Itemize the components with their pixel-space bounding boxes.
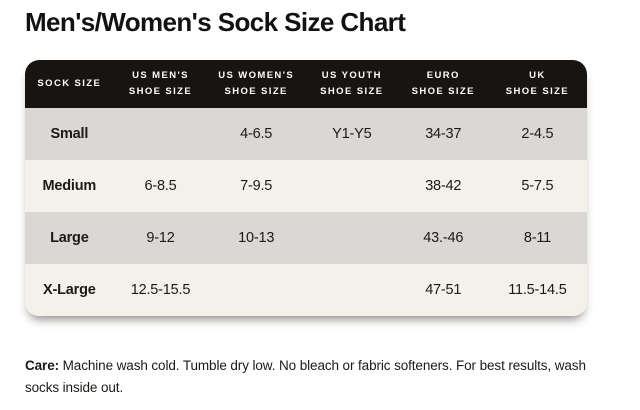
column-header-us-mens: US Men's Shoe Size: [128, 70, 193, 97]
table-row-x-large: X-Large 12.5-15.5 47-51 11.5-14.5: [25, 264, 587, 316]
cell-us-womens: 10-13: [238, 230, 275, 246]
cell-size: Medium: [42, 178, 97, 194]
cell-size: Small: [50, 126, 89, 142]
cell-euro: 47-51: [425, 282, 462, 298]
table-row-small: Small 4-6.5 Y1-Y5 34-37 2-4.5: [25, 108, 587, 160]
column-header-euro: Euro Shoe Size: [411, 70, 475, 97]
table-row-medium: Medium 6-8.5 7-9.5 38-42 5-7.5: [25, 160, 587, 212]
cell-us-mens: 6-8.5: [144, 178, 177, 194]
sock-size-table: Sock Size US Men's Shoe Size US Women's Sh…: [25, 60, 587, 316]
cell-us-mens: 9-12: [146, 230, 175, 246]
page-title: Men's/Women's Sock Size Chart: [25, 7, 406, 37]
cell-euro: 34-37: [425, 126, 462, 142]
cell-uk: 5-7.5: [521, 178, 554, 194]
cell-uk: 2-4.5: [521, 126, 554, 142]
cell-uk: 11.5-14.5: [508, 282, 567, 298]
cell-size: Large: [50, 230, 89, 246]
table-row-large: Large 9-12 10-13 43.-46 8-11: [25, 212, 587, 264]
page: Men's/Women's Sock Size Chart Sock Size …: [0, 7, 640, 399]
care-text: Machine wash cold. Tumble dry low. No bl…: [25, 358, 586, 395]
column-header-us-womens: US Women's Shoe Size: [218, 70, 295, 97]
cell-us-youth: Y1-Y5: [332, 126, 372, 142]
care-label: Care:: [25, 358, 60, 373]
cell-us-womens: 4-6.5: [240, 126, 273, 142]
care-instructions: Care: Machine wash cold. Tumble dry low.…: [25, 355, 621, 399]
cell-size: X-Large: [43, 282, 96, 298]
cell-euro: 38-42: [425, 178, 462, 194]
cell-us-womens: 7-9.5: [240, 178, 273, 194]
cell-euro: 43.-46: [423, 230, 464, 246]
table-header-row: Sock Size US Men's Shoe Size US Women's Sh…: [25, 60, 587, 108]
column-header-uk: UK Shoe Size: [505, 70, 570, 97]
column-header-us-youth: US Youth Shoe Size: [320, 70, 384, 97]
column-header-sock-size: Sock Size: [37, 78, 102, 89]
cell-us-mens: 12.5-15.5: [130, 282, 191, 298]
cell-uk: 8-11: [523, 230, 551, 246]
